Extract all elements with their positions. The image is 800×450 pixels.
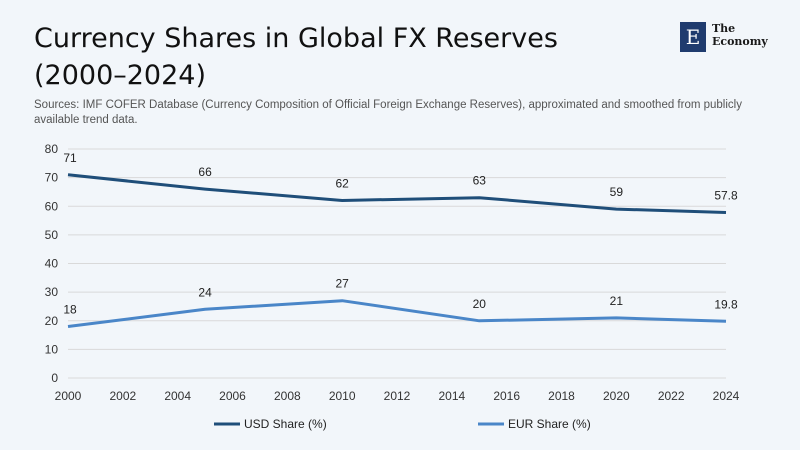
eur-data-label-2000: 18 xyxy=(63,302,77,316)
x-tick-label-2006: 2006 xyxy=(219,389,246,403)
x-tick-label-2014: 2014 xyxy=(438,389,465,403)
logo-line-1: The xyxy=(712,22,736,35)
x-tick-label-2016: 2016 xyxy=(493,389,520,403)
logo-mark-icon: E xyxy=(680,22,706,52)
usd-series-line xyxy=(67,173,727,214)
x-tick-label-2012: 2012 xyxy=(384,389,411,403)
x-tick-label-2010: 2010 xyxy=(329,389,356,403)
usd-data-label-2015: 63 xyxy=(473,174,487,188)
x-tick-label-2000: 2000 xyxy=(55,389,82,403)
eur-data-label-2024: 19.8 xyxy=(714,297,738,311)
y-tick-label-10: 10 xyxy=(45,342,59,356)
usd-data-label-2005: 66 xyxy=(198,165,212,179)
brand-logo: E The Economy xyxy=(680,22,768,52)
chart-title: Currency Shares in Global FX Reserves (2… xyxy=(34,20,634,94)
y-tick-label-60: 60 xyxy=(45,199,59,213)
y-tick-label-50: 50 xyxy=(45,228,59,242)
eur-data-label-2015: 20 xyxy=(473,297,487,311)
x-tick-label-2022: 2022 xyxy=(658,389,685,403)
usd-data-label-2000: 71 xyxy=(63,151,77,165)
y-tick-label-0: 0 xyxy=(51,371,58,385)
y-tick-label-70: 70 xyxy=(45,171,59,185)
usd-data-label-2010: 62 xyxy=(335,177,349,191)
y-tick-label-80: 80 xyxy=(45,142,59,156)
eur-data-label-2010: 27 xyxy=(335,277,349,291)
x-tick-label-2024: 2024 xyxy=(713,389,740,403)
x-tick-label-2020: 2020 xyxy=(603,389,630,403)
legend-label-eur: EUR Share (%) xyxy=(508,417,591,431)
usd-data-label-2024: 57.8 xyxy=(714,189,738,203)
eur-data-label-2020: 21 xyxy=(610,294,624,308)
y-tick-label-20: 20 xyxy=(45,314,59,328)
y-tick-label-40: 40 xyxy=(45,257,59,271)
logo-line-2: Economy xyxy=(712,35,768,48)
x-tick-label-2004: 2004 xyxy=(164,389,191,403)
eur-series-line xyxy=(67,299,727,328)
x-tick-label-2018: 2018 xyxy=(548,389,575,403)
x-tick-label-2008: 2008 xyxy=(274,389,301,403)
title-line-2: (2000–2024) xyxy=(34,60,206,91)
x-tick-label-2002: 2002 xyxy=(109,389,136,403)
usd-data-label-2020: 59 xyxy=(610,185,624,199)
y-tick-label-30: 30 xyxy=(45,285,59,299)
title-line-1: Currency Shares in Global FX Reserves xyxy=(34,23,558,54)
legend-label-usd: USD Share (%) xyxy=(244,417,327,431)
eur-data-label-2005: 24 xyxy=(198,285,212,299)
chart-subtitle: Sources: IMF COFER Database (Currency Co… xyxy=(34,99,742,126)
logo-wordmark: The Economy xyxy=(712,22,768,48)
